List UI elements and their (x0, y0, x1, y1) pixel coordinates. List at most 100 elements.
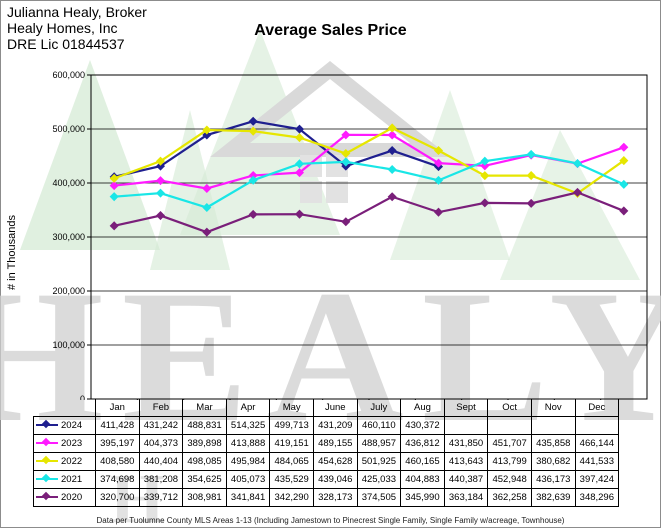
data-point (619, 179, 629, 189)
data-label (487, 416, 532, 435)
x-tick-label: Oct (487, 399, 532, 417)
series-line-2021 (114, 153, 625, 209)
x-tick-label: Aug (400, 399, 445, 417)
data-label: 404,883 (400, 470, 445, 489)
table-row: 2021 374,698 381,208 354,625 405,073 435,529 4… (33, 470, 620, 489)
data-point (155, 156, 166, 166)
data-label: 436,812 (400, 434, 445, 453)
data-point (480, 171, 490, 181)
data-label: 320,700 (95, 488, 140, 507)
data-label: 404,373 (138, 434, 184, 453)
data-label: 389,898 (182, 434, 227, 453)
line-chart: 0 100,000 200,000 300,000 400,000 500,000 600,… (52, 70, 648, 400)
data-label: 441,533 (574, 452, 620, 471)
data-point (109, 192, 119, 202)
legend-swatch (36, 492, 58, 501)
y-tick-label: 600,000 (52, 70, 85, 80)
data-label: 328,173 (312, 488, 358, 507)
data-label: 395,197 (95, 434, 140, 453)
y-tick-label: 0 (80, 394, 85, 400)
data-label: 397,424 (574, 470, 620, 489)
data-point (526, 171, 536, 181)
data-point (619, 156, 629, 166)
data-point (572, 158, 583, 168)
data-point (572, 187, 583, 197)
series-2020 (109, 187, 629, 237)
data-label: 451,707 (487, 434, 532, 453)
data-point (619, 142, 629, 152)
series-line-2020 (113, 191, 625, 234)
data-point (387, 123, 397, 133)
legend-swatch (36, 474, 58, 483)
series-line-2022 (113, 126, 625, 195)
data-label: 495,984 (225, 452, 271, 471)
series-line-2024 (113, 120, 439, 178)
data-label: 452,948 (487, 470, 532, 489)
data-point (341, 217, 351, 227)
data-label: 413,643 (443, 452, 489, 471)
data-point (202, 202, 212, 213)
data-label: 436,173 (530, 470, 576, 489)
legend-label: 2020 (61, 492, 83, 503)
y-axis-ticks: 0 100,000 200,000 300,000 400,000 500,000 600,… (52, 70, 91, 400)
legend-swatch (36, 438, 58, 447)
data-label: 430,372 (400, 416, 445, 435)
legend-entry: 2021 (33, 470, 96, 489)
table-row: 2022 408,580 440,404 498,085 495,984 484,065 4… (33, 452, 620, 471)
data-point (202, 227, 212, 237)
data-point (294, 124, 305, 134)
chart-grid (90, 74, 648, 400)
series-line-2023 (114, 133, 625, 190)
broker-name: Julianna Healy, Broker (7, 4, 147, 20)
y-axis-label: # in Thousands (6, 214, 18, 290)
data-point (202, 125, 212, 135)
data-point (387, 146, 397, 156)
data-point (202, 183, 212, 193)
data-label: 488,957 (356, 434, 402, 453)
data-point (433, 175, 444, 185)
data-label: 363,184 (443, 488, 489, 507)
data-label: 489,155 (312, 434, 358, 453)
legend-swatch (36, 420, 58, 429)
x-tick-label: Jan (95, 399, 140, 417)
y-tick-label: 400,000 (52, 178, 85, 188)
data-point (155, 161, 166, 171)
data-label: 382,639 (530, 488, 576, 507)
legend-label: 2023 (61, 438, 83, 449)
data-label: 425,033 (356, 470, 402, 489)
data-label (574, 416, 620, 435)
data-label: 308,981 (182, 488, 227, 507)
data-label: 374,698 (95, 470, 140, 489)
data-label: 435,858 (530, 434, 576, 453)
data-point (480, 198, 490, 208)
data-label: 339,712 (138, 488, 184, 507)
data-label: 440,404 (138, 452, 184, 471)
legend-entry: 2023 (33, 434, 96, 453)
data-label (530, 416, 576, 435)
legend-label: 2021 (61, 474, 83, 485)
data-point (248, 116, 258, 126)
data-label: 408,580 (95, 452, 140, 471)
data-point (155, 176, 166, 186)
data-point (526, 149, 536, 159)
data-label: 431,850 (443, 434, 489, 453)
x-tick-label: July (356, 399, 402, 417)
y-tick-label: 300,000 (52, 232, 85, 242)
data-label: 431,242 (138, 416, 184, 435)
data-label: 435,529 (269, 470, 314, 489)
license-number: DRE Lic 01844537 (7, 36, 125, 52)
data-point (294, 159, 305, 169)
data-label: 413,888 (225, 434, 271, 453)
data-point (526, 198, 536, 208)
data-label: 499,713 (269, 416, 314, 435)
x-tick-label: Nov (530, 399, 576, 417)
data-point (109, 221, 119, 231)
data-point (109, 181, 119, 191)
data-label: 514,325 (225, 416, 271, 435)
data-label: 460,110 (356, 416, 402, 435)
data-label: 419,151 (269, 434, 314, 453)
data-point (155, 188, 166, 198)
chart-series (109, 116, 629, 237)
data-point (341, 148, 351, 159)
data-label: 498,085 (182, 452, 227, 471)
